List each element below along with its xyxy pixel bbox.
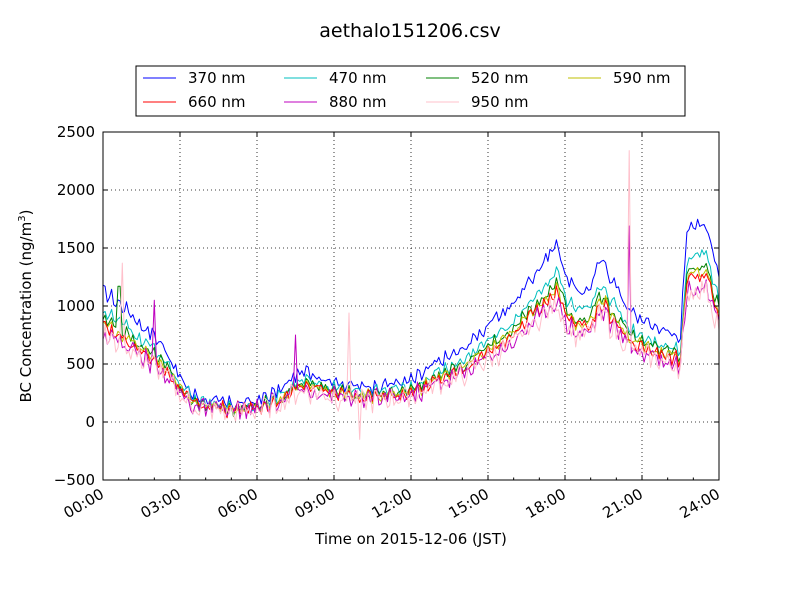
- y-axis-label-sup: 3: [17, 215, 28, 221]
- x-tick-label: 24:00: [677, 485, 723, 522]
- y-tick-label: 2000: [57, 181, 95, 199]
- legend-frame: [135, 65, 686, 117]
- y-tick-label: 2500: [57, 123, 95, 141]
- x-tick-label: 09:00: [292, 485, 338, 522]
- legend-label: 590 nm: [613, 69, 671, 87]
- y-tick-label: 0: [85, 413, 95, 431]
- legend-label: 520 nm: [471, 69, 529, 87]
- x-tick-labels: 00:00 03:00 06:00 09:00 12:00 15:00 18:00 21:00…: [61, 485, 723, 522]
- y-axis-label: BC Concentration (ng/m3): [17, 210, 35, 403]
- x-tick-label: 18:00: [523, 485, 569, 522]
- x-tick-label: 06:00: [215, 485, 261, 522]
- series-line: [102, 249, 720, 415]
- legend-label: 470 nm: [329, 69, 387, 87]
- legend-label: 370 nm: [188, 69, 246, 87]
- legend-label: 660 nm: [188, 93, 246, 111]
- grid: [103, 132, 719, 480]
- x-tick-label: 03:00: [138, 485, 184, 522]
- legend-label: 950 nm: [471, 93, 529, 111]
- y-axis-label-tail: ): [17, 210, 35, 216]
- x-tick-label: 00:00: [61, 485, 107, 522]
- series-line: [102, 150, 720, 440]
- legend: 370 nm 470 nm 520 nm 590 nm 660 nm 880 nm 950 …: [135, 65, 686, 117]
- x-tick-label: 12:00: [369, 485, 415, 522]
- y-tick-labels: −500 0 500 1000 1500 2000 2500: [54, 123, 95, 489]
- x-tick-label: 15:00: [446, 485, 492, 522]
- y-tick-label: 1000: [57, 297, 95, 315]
- legend-label: 880 nm: [329, 93, 387, 111]
- y-tick-label: 1500: [57, 239, 95, 257]
- ticks: [102, 131, 720, 481]
- x-axis-label: Time on 2015-12-06 (JST): [314, 530, 507, 548]
- chart-title: aethalo151206.csv: [319, 20, 501, 42]
- y-tick-label: 500: [66, 355, 95, 373]
- y-axis-label-main: BC Concentration (ng/m: [17, 222, 35, 403]
- y-tick-label: −500: [54, 471, 95, 489]
- series-line: [102, 218, 720, 410]
- series-line: [102, 225, 720, 420]
- x-tick-label: 21:00: [600, 485, 646, 522]
- series-lines: [102, 150, 720, 440]
